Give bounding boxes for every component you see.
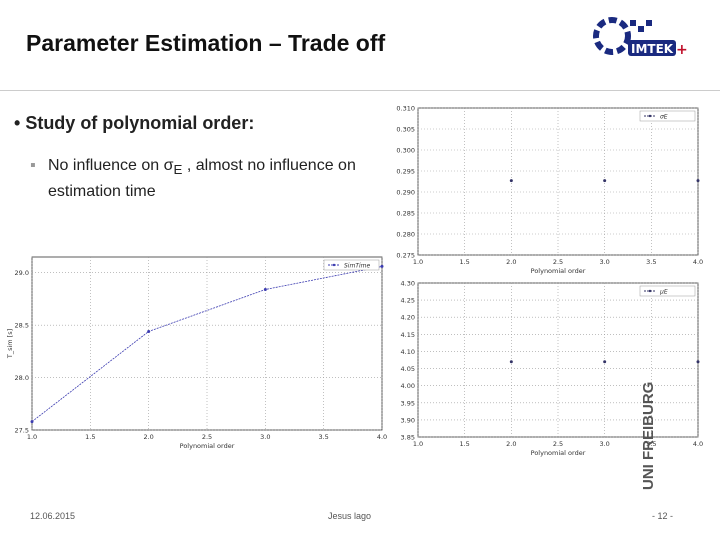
- x-tick-label: 2.5: [553, 440, 563, 448]
- legend-label: μE: [659, 289, 668, 296]
- x-tick-label: 4.0: [693, 258, 703, 266]
- x-tick-label: 2.0: [143, 433, 153, 441]
- university: UNI FREIBURG: [640, 381, 657, 490]
- legend-label: SimTime: [344, 263, 370, 270]
- footer-author: Jesus lago: [328, 511, 372, 521]
- y-tick-label: 4.30: [401, 280, 415, 288]
- x-tick-label: 2.0: [506, 440, 516, 448]
- point: [30, 420, 34, 424]
- point: [147, 329, 151, 333]
- y-tick-label: 4.15: [401, 331, 415, 339]
- y-tick-label: 0.295: [396, 168, 415, 176]
- legend-box: [323, 259, 380, 271]
- y-tick-label: 4.25: [401, 297, 415, 305]
- x-tick-label: 3.5: [318, 433, 328, 441]
- slide-title: Parameter Estimation – Trade off: [26, 30, 386, 56]
- y-tick-label: 3.95: [401, 399, 415, 407]
- x-axis-label: Polynomial order: [531, 267, 586, 275]
- x-tick-label: 2.5: [553, 258, 563, 266]
- x-tick-label: 3.5: [646, 258, 656, 266]
- divider: [0, 90, 720, 91]
- x-tick-label: 3.0: [599, 440, 609, 448]
- svg-text:+: +: [676, 42, 688, 58]
- y-tick-label: 4.05: [401, 365, 415, 373]
- point: [509, 179, 513, 183]
- y-axis-label: T_sim [s]: [6, 329, 14, 359]
- y-tick-label: 29.0: [15, 269, 29, 277]
- point: [509, 360, 513, 364]
- y-tick-label: 0.285: [396, 210, 415, 218]
- y-tick-label: 4.10: [401, 348, 415, 356]
- plot-area: [417, 107, 699, 256]
- legend-swatch: [648, 289, 652, 293]
- x-tick-label: 1.0: [413, 258, 423, 266]
- footer-page: - 12 -: [652, 511, 674, 521]
- y-tick-label: 28.0: [15, 374, 29, 382]
- point: [696, 179, 700, 183]
- x-axis-label: Polynomial order: [531, 449, 586, 457]
- point: [603, 360, 607, 364]
- x-tick-label: 2.5: [202, 433, 212, 441]
- legend-swatch: [332, 263, 336, 267]
- plot-area: [417, 282, 699, 438]
- y-tick-label: 3.85: [401, 434, 415, 442]
- sub-text: No influence on σ: [48, 157, 174, 174]
- y-tick-label: 0.280: [396, 231, 415, 239]
- sub-bullet: ▪ No influence on σE , almost no influen…: [30, 157, 356, 201]
- logo: IMTEK +: [593, 17, 688, 58]
- y-tick-label: 0.275: [396, 252, 415, 260]
- x-tick-label: 1.5: [459, 258, 469, 266]
- x-tick-label: 4.0: [693, 440, 703, 448]
- y-tick-label: 3.90: [401, 416, 415, 424]
- x-tick-label: 4.0: [377, 433, 387, 441]
- x-tick-label: 1.5: [459, 440, 469, 448]
- sub-text: E: [173, 162, 183, 178]
- bullet-text: Study of polynomial order:: [25, 113, 255, 133]
- y-tick-label: 0.310: [396, 105, 415, 113]
- y-tick-label: 4.00: [401, 382, 415, 390]
- y-tick-label: 4.20: [401, 314, 415, 322]
- legend-box: [639, 285, 696, 297]
- y-tick-label: 0.300: [396, 147, 415, 155]
- x-tick-label: 3.5: [646, 440, 656, 448]
- y-tick-label: 0.290: [396, 189, 415, 197]
- legend-swatch: [648, 114, 652, 118]
- point: [380, 264, 384, 268]
- y-tick-label: 0.305: [396, 126, 415, 134]
- y-tick-label: 28.5: [15, 322, 29, 330]
- y-tick-label: 27.5: [15, 427, 29, 435]
- bullet: • Study of polynomial order:: [14, 113, 255, 133]
- legend-label: σE: [660, 114, 668, 121]
- point: [696, 360, 700, 364]
- line: [31, 266, 383, 422]
- x-tick-label: 3.0: [260, 433, 270, 441]
- legend-box: [639, 110, 696, 122]
- logo-text: IMTEK: [631, 42, 674, 56]
- point: [263, 288, 267, 292]
- x-tick-label: 1.0: [27, 433, 37, 441]
- x-tick-label: 2.0: [506, 258, 516, 266]
- x-tick-label: 1.0: [413, 440, 423, 448]
- sub-text: , almost no influence on estimation time: [48, 157, 356, 201]
- point: [603, 179, 607, 183]
- x-tick-label: 3.0: [599, 258, 609, 266]
- x-tick-label: 1.5: [85, 433, 95, 441]
- x-axis-label: Polynomial order: [180, 442, 235, 450]
- footer-date: 12.06.2015: [30, 511, 76, 521]
